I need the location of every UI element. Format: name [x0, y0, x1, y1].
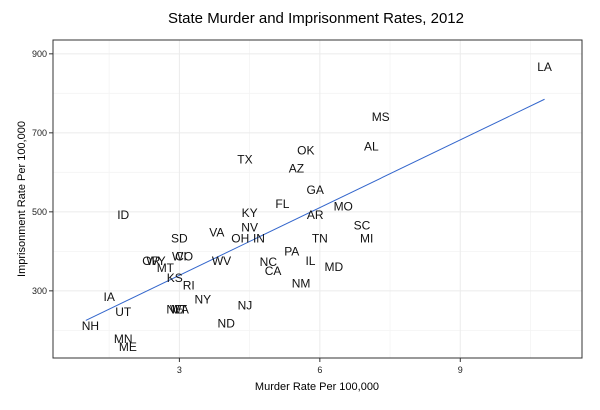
y-tick-label: 900	[32, 49, 47, 59]
plot-panel-border	[52, 39, 583, 359]
state-point-ok: OK	[297, 144, 314, 158]
state-point-ga: GA	[306, 183, 323, 197]
y-tick-label: 300	[32, 286, 47, 296]
state-point-ut: UT	[115, 305, 132, 319]
x-tick-label: 3	[177, 365, 182, 375]
state-point-wv: WV	[212, 254, 231, 268]
state-point-ks: KS	[167, 271, 183, 285]
state-point-fl: FL	[275, 197, 289, 211]
state-point-sd: SD	[171, 231, 188, 245]
x-tick-label: 9	[458, 365, 463, 375]
state-point-ca: CA	[265, 264, 282, 278]
state-point-al: AL	[364, 140, 379, 154]
state-point-id: ID	[117, 208, 129, 222]
x-tick-label: 6	[317, 365, 322, 375]
state-point-wy: WY	[146, 254, 165, 268]
state-point-pa: PA	[284, 244, 299, 258]
trend-line-group	[85, 98, 545, 321]
state-point-nj: NJ	[238, 298, 253, 312]
state-point-nc: NC	[260, 255, 278, 269]
state-point-co: CO	[175, 249, 193, 263]
state-point-ia: IA	[104, 290, 115, 304]
state-point-oh: OH	[231, 231, 249, 245]
x-axis-title: Murder Rate Per 100,000	[255, 381, 379, 393]
state-point-ne: NE	[166, 302, 183, 316]
state-point-tn: TN	[312, 232, 328, 246]
state-point-ms: MS	[372, 110, 390, 124]
trend-line	[85, 98, 545, 321]
y-tick-label: 500	[32, 207, 47, 217]
y-axis-title: Imprisonment Rate Per 100,000	[16, 121, 28, 277]
state-point-ar: AR	[307, 208, 324, 222]
state-point-wa: WA	[170, 302, 189, 316]
state-point-nv: NV	[241, 221, 258, 235]
state-point-sc: SC	[354, 219, 371, 233]
state-point-vt: VT	[172, 302, 188, 316]
state-point-nd: ND	[218, 317, 236, 331]
chart-title: State Murder and Imprisonment Rates, 201…	[168, 10, 464, 27]
state-point-me: ME	[119, 340, 137, 354]
state-point-ky: KY	[242, 206, 258, 220]
state-point-tx: TX	[237, 153, 252, 167]
state-point-in: IN	[253, 231, 265, 245]
state-point-mi: MI	[360, 232, 373, 246]
state-point-ny: NY	[194, 293, 211, 307]
state-point-mt: MT	[157, 261, 175, 275]
state-point-va: VA	[209, 225, 224, 239]
state-point-or: OR	[142, 254, 160, 268]
state-point-la: LA	[537, 60, 552, 74]
state-point-az: AZ	[289, 161, 304, 175]
state-point-md: MD	[325, 260, 344, 274]
state-point-mn: MN	[114, 332, 133, 346]
grid-lines	[53, 40, 582, 358]
state-point-wi: WI	[172, 249, 187, 263]
state-point-nh: NH	[82, 319, 99, 333]
state-point-mo: MO	[334, 200, 353, 214]
y-tick-label: 700	[32, 128, 47, 138]
state-point-il: IL	[305, 254, 315, 268]
state-point-nm: NM	[292, 277, 311, 291]
state-point-ri: RI	[183, 279, 195, 293]
axis-ticks: 3 6 9 300 500 700 900	[32, 49, 463, 375]
